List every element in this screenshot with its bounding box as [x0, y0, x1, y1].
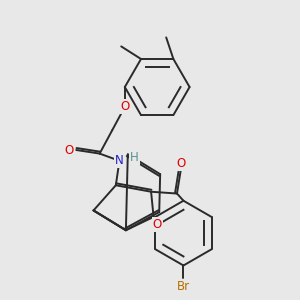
Text: Br: Br	[177, 280, 190, 293]
Text: O: O	[176, 157, 185, 170]
Text: O: O	[64, 143, 74, 157]
Text: H: H	[130, 151, 139, 164]
Text: O: O	[120, 100, 129, 113]
Text: O: O	[153, 218, 162, 231]
Text: N: N	[115, 154, 124, 167]
